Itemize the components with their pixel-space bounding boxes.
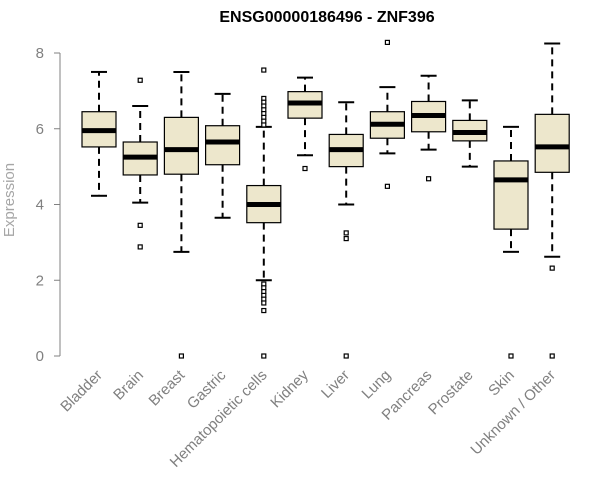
outlier-point xyxy=(549,265,555,271)
box-iqr xyxy=(163,116,199,175)
box-group xyxy=(246,67,282,359)
box-group xyxy=(122,77,158,250)
outlier-point xyxy=(426,176,432,182)
outlier-point xyxy=(343,353,349,359)
outlier-point xyxy=(261,67,267,73)
box-group xyxy=(369,39,405,189)
x-category-label: Prostate xyxy=(425,367,477,419)
box-group xyxy=(205,92,241,219)
outlier-point xyxy=(549,353,555,359)
x-category-label: Breast xyxy=(146,366,189,409)
outlier-point xyxy=(261,122,267,128)
chart-title: ENSG00000186496 - ZNF396 xyxy=(219,9,434,26)
x-category-label: Skin xyxy=(485,367,518,400)
box-iqr xyxy=(534,113,570,173)
outlier-point xyxy=(137,222,143,228)
box-group xyxy=(328,101,364,359)
box-group xyxy=(287,76,323,172)
x-category-label: Liver xyxy=(318,367,353,402)
x-category-label: Kidney xyxy=(267,366,312,411)
box-iqr xyxy=(205,125,241,166)
outlier-point xyxy=(261,300,267,306)
box-group xyxy=(534,42,570,359)
outlier-point xyxy=(261,353,267,359)
outlier-point xyxy=(261,307,267,314)
x-category-label: Lung xyxy=(359,367,395,403)
outlier-point xyxy=(178,353,184,359)
y-axis-title: Expression xyxy=(1,163,18,237)
outlier-point xyxy=(343,230,349,236)
box-iqr xyxy=(493,160,529,230)
y-tick-label: 6 xyxy=(36,121,44,138)
box-group xyxy=(452,99,488,168)
y-tick-label: 8 xyxy=(36,45,44,62)
box-group xyxy=(81,70,117,197)
outlier-point xyxy=(137,244,143,250)
box-group xyxy=(163,70,199,359)
outlier-point xyxy=(302,165,308,172)
outlier-point xyxy=(343,235,349,242)
y-tick-label: 4 xyxy=(36,197,44,214)
boxes xyxy=(81,39,570,359)
y-tick-label: 0 xyxy=(36,348,44,365)
outlier-point xyxy=(137,77,143,83)
box-group xyxy=(411,74,447,182)
y-tick-label: 2 xyxy=(36,272,44,289)
outlier-point xyxy=(508,353,514,359)
x-category-label: Bladder xyxy=(57,367,106,416)
box-group xyxy=(493,125,529,359)
outlier-point xyxy=(384,39,390,45)
x-category-label: Brain xyxy=(110,367,147,404)
outlier-point xyxy=(384,183,390,189)
axes: 0 2 4 6 8 xyxy=(36,45,61,365)
